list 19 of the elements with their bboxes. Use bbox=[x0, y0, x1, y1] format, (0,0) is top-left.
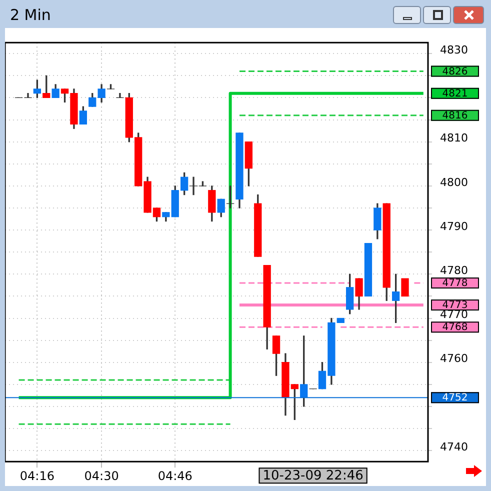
y-tick-label: 4800 bbox=[440, 176, 468, 189]
chart-title: 2 Min bbox=[10, 6, 51, 24]
data-label: 4773 bbox=[442, 300, 468, 312]
text: 10-23-09 22:46 bbox=[262, 468, 364, 484]
data-label: 4816 bbox=[442, 110, 468, 122]
x-tick-label: 04:16 bbox=[20, 468, 54, 483]
y-tick-label: 4740 bbox=[440, 440, 468, 454]
x-tick-label: 04:46 bbox=[158, 468, 192, 483]
x-tick-label: 04:30 bbox=[84, 468, 119, 483]
data-label: 4768 bbox=[442, 322, 468, 334]
data-label: 4778 bbox=[442, 278, 468, 290]
ref-line-label: 4752 bbox=[442, 392, 468, 404]
y-tick-label: 4810 bbox=[440, 132, 468, 145]
y-tick-label: 4760 bbox=[440, 352, 468, 366]
y-tick-label: 4780 bbox=[440, 264, 468, 278]
data-label: 4826 bbox=[442, 66, 468, 78]
y-tick-label: 4830 bbox=[440, 43, 468, 56]
y-tick-label: 4790 bbox=[440, 220, 468, 233]
data-label: 4821 bbox=[442, 88, 468, 100]
